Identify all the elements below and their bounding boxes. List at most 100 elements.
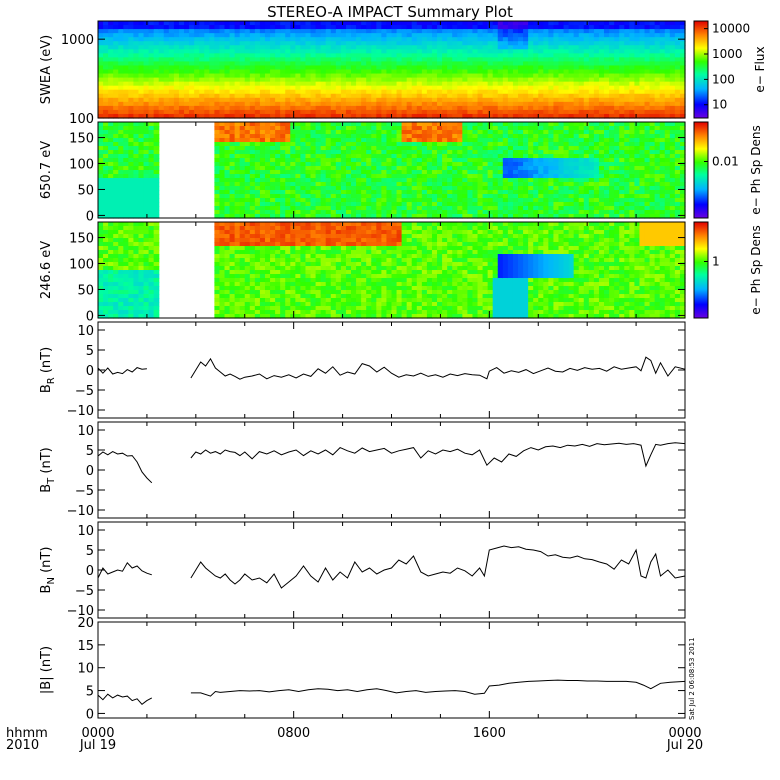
heatmap-cell <box>153 206 160 211</box>
heatmap-cell <box>108 182 114 187</box>
heatmap-cell <box>163 69 170 75</box>
heatmap-cell <box>244 194 251 199</box>
heatmap-cell <box>442 113 448 119</box>
heatmap-cell <box>674 65 681 71</box>
heatmap-cell <box>98 57 104 63</box>
heatmap-cell <box>163 61 170 67</box>
heatmap-cell <box>558 73 565 79</box>
heatmap-cell <box>431 25 438 30</box>
heatmap-cell <box>108 138 114 143</box>
heatmap-cell <box>487 29 494 34</box>
heatmap-cell <box>568 126 575 131</box>
heatmap-cell <box>98 154 104 159</box>
heatmap-cell <box>497 73 504 79</box>
heatmap-cell <box>254 130 261 135</box>
heatmap-cell <box>452 186 458 191</box>
heatmap-cell <box>437 33 443 38</box>
heatmap-cell <box>512 97 519 103</box>
heatmap-cell <box>219 202 226 207</box>
heatmap-cell <box>528 126 534 131</box>
heatmap-cell <box>340 25 347 30</box>
heatmap-cell <box>345 166 352 171</box>
heatmap-cell <box>376 101 382 107</box>
heatmap-cell <box>153 142 160 147</box>
heatmap-cell <box>674 69 681 75</box>
heatmap-cell <box>138 21 145 26</box>
heatmap-cell <box>614 21 620 26</box>
heatmap-cell <box>259 130 266 135</box>
heatmap-cell <box>548 57 555 63</box>
heatmap-cell <box>325 154 332 159</box>
heatmap-cell <box>604 190 610 195</box>
heatmap-cell <box>588 166 595 171</box>
heatmap-cell <box>113 81 119 87</box>
heatmap-cell <box>472 134 479 139</box>
heatmap-cell <box>421 37 428 42</box>
heatmap-cell <box>411 41 418 46</box>
heatmap-cell <box>300 45 307 50</box>
heatmap-cell <box>345 126 352 131</box>
heatmap-cell <box>502 146 509 151</box>
heatmap-cell <box>143 202 150 207</box>
heatmap-cell <box>452 198 458 203</box>
heatmap-cell <box>123 81 129 87</box>
heatmap-cell <box>264 138 271 143</box>
heatmap-cell <box>199 101 205 107</box>
heatmap-cell <box>523 174 529 179</box>
heatmap-cell <box>416 105 423 111</box>
heatmap-cell <box>462 170 468 175</box>
heatmap-cell <box>563 178 570 183</box>
heatmap-cell <box>123 214 129 219</box>
heatmap-cell <box>138 166 145 171</box>
heatmap-cell <box>452 142 458 147</box>
heatmap-cell <box>148 166 155 171</box>
heatmap-cell <box>113 69 119 75</box>
heatmap-cell <box>381 57 388 63</box>
heatmap-cell <box>123 41 129 46</box>
heatmap-cell <box>411 134 418 139</box>
heatmap-cell <box>113 93 119 99</box>
heatmap-cell <box>270 142 276 147</box>
heatmap-cell <box>270 109 276 115</box>
heatmap-cell <box>351 198 357 203</box>
heatmap-cell <box>467 65 474 71</box>
heatmap-cell <box>502 194 509 199</box>
heatmap-cell <box>644 105 651 111</box>
heatmap-cell <box>356 53 362 58</box>
heatmap-cell <box>538 206 544 211</box>
heatmap-cell <box>502 198 509 203</box>
heatmap-cell <box>573 206 580 211</box>
heatmap-cell <box>361 97 367 103</box>
heatmap-cell <box>275 166 281 171</box>
heatmap-cell <box>224 182 231 187</box>
heatmap-cell <box>406 186 413 191</box>
heatmap-cell <box>153 21 160 26</box>
heatmap-cell <box>168 37 175 42</box>
heatmap-cell <box>391 126 398 131</box>
heatmap-cell <box>578 57 585 63</box>
heatmap-cell <box>194 37 200 42</box>
heatmap-cell <box>573 182 580 187</box>
heatmap-cell <box>548 65 555 71</box>
heatmap-cell <box>472 101 479 107</box>
heatmap-cell <box>133 93 140 99</box>
heatmap-cell <box>168 29 175 34</box>
heatmap-cell <box>386 206 393 211</box>
heatmap-cell <box>528 25 534 30</box>
heatmap-cell <box>568 65 575 71</box>
heatmap-cell <box>457 174 463 179</box>
heatmap-cell <box>345 101 352 107</box>
heatmap-cell <box>356 93 362 99</box>
heatmap-cell <box>229 126 236 131</box>
heatmap-cell <box>416 73 423 79</box>
heatmap-cell <box>234 57 241 63</box>
heatmap-cell <box>634 29 641 34</box>
heatmap-cell <box>497 53 504 58</box>
heatmap-cell <box>553 65 560 71</box>
heatmap-cell <box>644 33 651 38</box>
heatmap-cell <box>426 186 433 191</box>
heatmap-cell <box>325 146 332 151</box>
heatmap-cell <box>492 166 499 171</box>
heatmap-cell <box>523 178 529 183</box>
heatmap-cell <box>290 142 296 147</box>
